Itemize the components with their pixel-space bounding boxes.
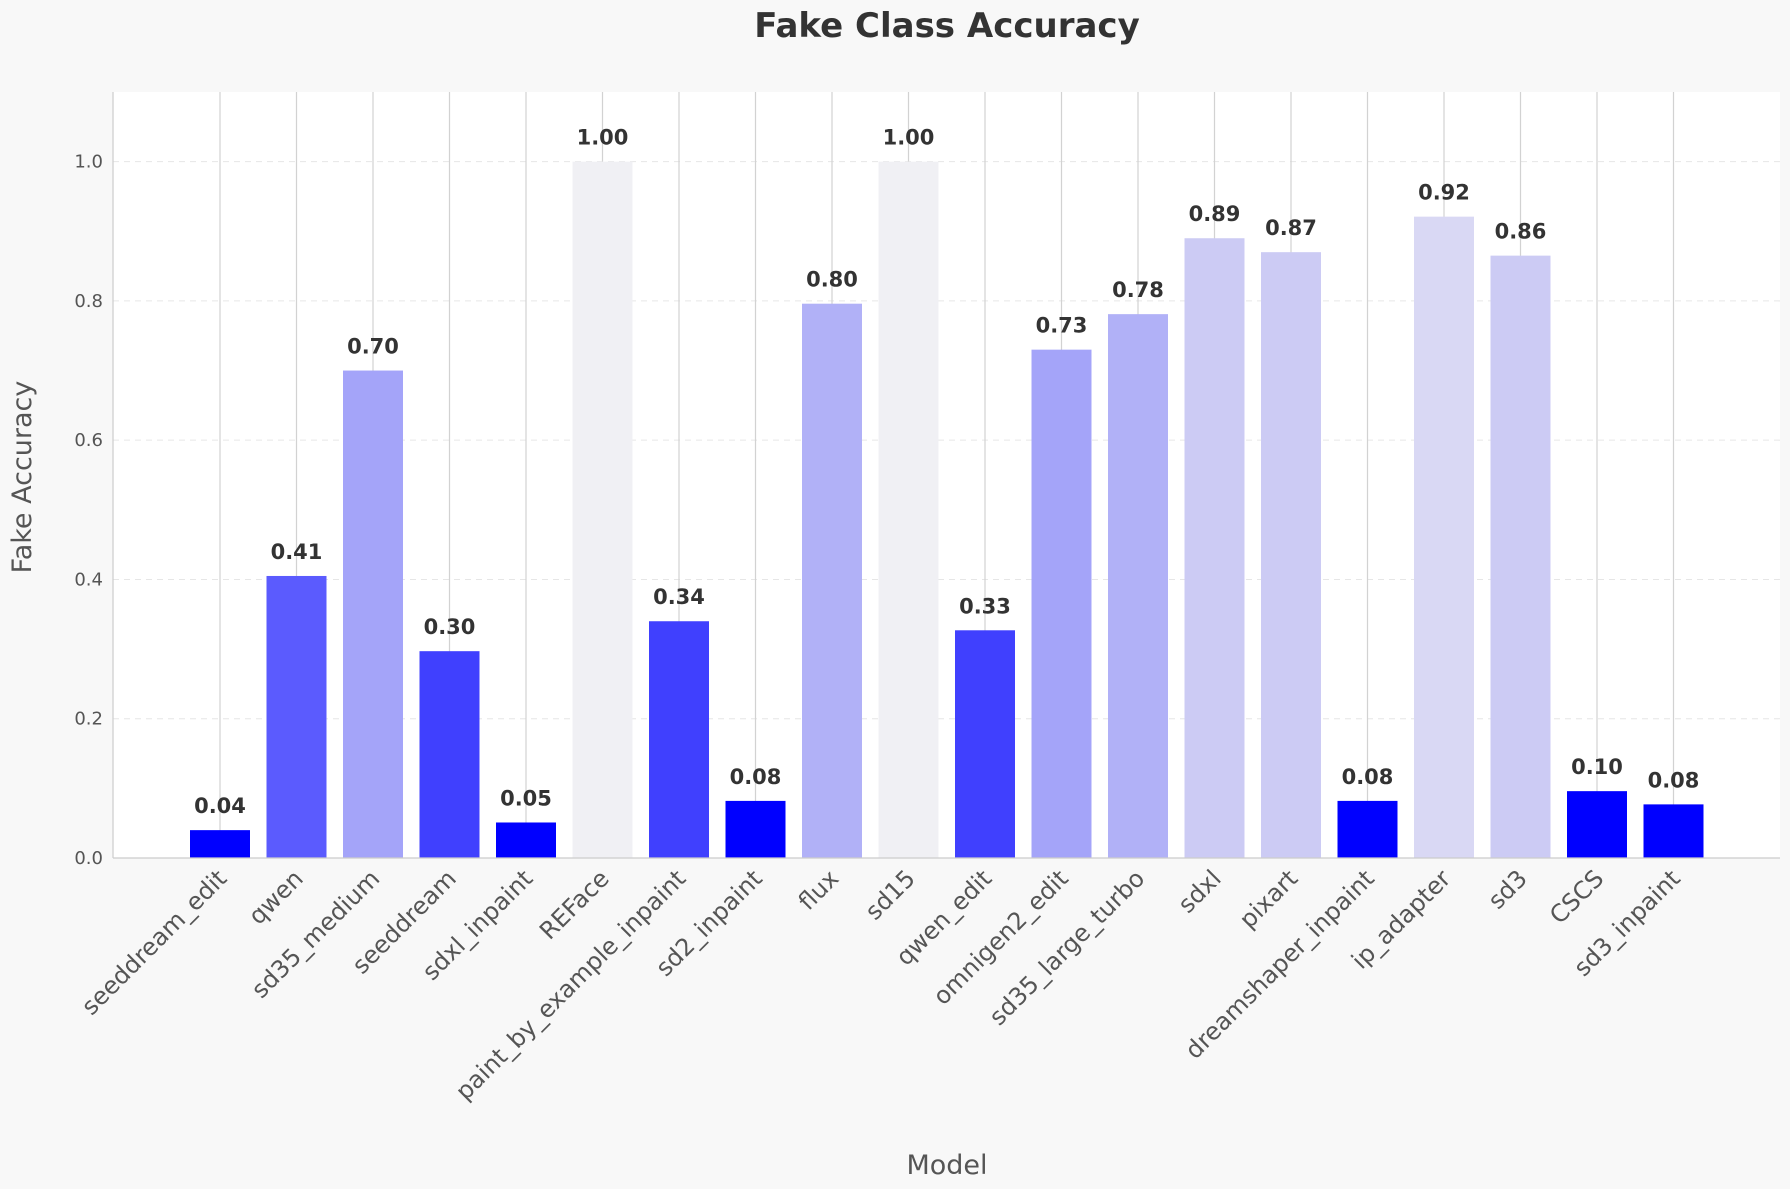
bars [190,161,1704,859]
data-label: 1.00 [883,126,935,150]
bar-ip_adapter [1414,216,1474,858]
bar-sd3 [1490,255,1551,859]
data-label: 0.08 [1648,768,1700,792]
y-tick-label: 0.2 [74,709,103,730]
bar-sd35_large_turbo [1108,314,1168,858]
data-label: 0.92 [1418,181,1470,205]
data-label: 0.08 [1342,765,1394,789]
bar-REFace [572,161,633,859]
bar-sd35_medium [343,370,403,858]
bar-sd2_inpaint [725,800,786,858]
bar-seeddream_edit [190,830,250,858]
data-label: 0.78 [1112,278,1164,302]
data-label: 0.30 [424,615,476,639]
bar-seeddream [419,651,480,858]
data-label: 0.70 [347,335,399,359]
data-label: 1.00 [577,126,629,150]
data-label: 0.04 [194,794,246,818]
bar-omnigen2_edit [1031,349,1092,858]
bar-paint_by_example_inpaint [649,621,709,858]
value-labels: 0.04 0.41 0.70 0.30 0.05 1.00 0.34 0.08 0.80 1.00… [194,126,1699,819]
data-label: 0.80 [806,268,858,292]
y-tick-label: 0.4 [74,569,103,590]
chart-title: Fake Class Accuracy [754,6,1140,46]
bar-sdxl_inpaint [496,822,556,858]
data-label: 0.33 [959,594,1011,618]
bar-qwen [266,575,327,858]
data-label: 0.10 [1571,755,1623,779]
x-axis-label: Model [906,1150,987,1181]
bar-sdxl [1184,238,1245,859]
data-label: 0.87 [1265,216,1317,240]
y-tick-label: 0.0 [74,848,103,869]
bar-sd3_inpaint [1643,804,1704,858]
data-label: 0.73 [1036,314,1088,338]
data-label: 0.08 [730,765,782,789]
bar-flux [802,303,862,858]
bar-sd15 [878,161,939,859]
axes [112,92,1780,859]
y-tick-label: 0.8 [74,291,103,312]
data-label: 0.34 [653,585,705,609]
bar-pixart [1261,252,1321,858]
y-ticks: 0.0 0.2 0.4 0.6 0.8 1.0 [74,152,103,869]
data-label: 0.05 [500,786,552,810]
y-axis-label: Fake Accuracy [7,381,38,574]
bar-qwen_edit [955,630,1015,858]
y-tick-label: 1.0 [74,152,103,173]
y-tick-label: 0.6 [74,430,103,451]
data-label: 0.86 [1495,220,1547,244]
bar-dreamshaper_inpaint [1337,800,1398,858]
data-label: 0.89 [1189,202,1241,226]
bar-CSCS [1567,791,1627,858]
data-label: 0.41 [271,540,323,564]
